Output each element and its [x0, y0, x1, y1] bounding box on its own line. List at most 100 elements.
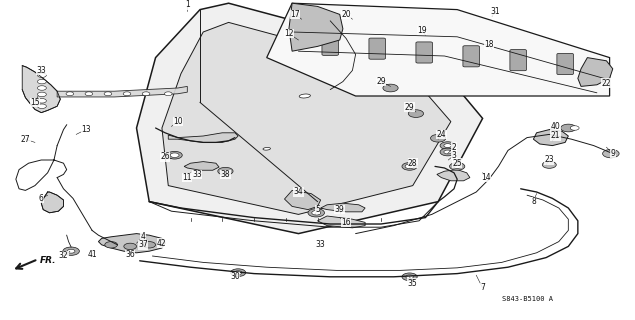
- Text: 15: 15: [30, 98, 40, 107]
- Text: 9: 9: [610, 149, 615, 158]
- Polygon shape: [578, 58, 613, 86]
- Text: 41: 41: [87, 250, 97, 259]
- Text: 12: 12: [284, 29, 293, 38]
- Text: 39: 39: [335, 205, 345, 214]
- Circle shape: [164, 92, 172, 96]
- Text: 13: 13: [81, 125, 91, 134]
- Circle shape: [234, 271, 242, 275]
- Polygon shape: [41, 192, 64, 213]
- Circle shape: [143, 242, 156, 248]
- Circle shape: [124, 243, 137, 250]
- Circle shape: [402, 273, 417, 281]
- Circle shape: [37, 86, 46, 90]
- Circle shape: [37, 92, 46, 97]
- Circle shape: [85, 92, 93, 96]
- Circle shape: [66, 92, 74, 96]
- Text: 29: 29: [376, 77, 386, 86]
- Circle shape: [105, 242, 117, 248]
- Text: FR.: FR.: [40, 256, 57, 265]
- Text: 8: 8: [531, 197, 536, 206]
- Text: 32: 32: [58, 252, 69, 260]
- Polygon shape: [437, 170, 470, 181]
- Text: 5: 5: [315, 205, 320, 214]
- Polygon shape: [267, 3, 610, 96]
- Text: 36: 36: [125, 250, 135, 259]
- Ellipse shape: [263, 148, 271, 150]
- Text: 7: 7: [480, 284, 485, 292]
- Polygon shape: [289, 3, 343, 51]
- Polygon shape: [98, 234, 165, 253]
- Circle shape: [312, 211, 321, 215]
- Circle shape: [308, 209, 324, 217]
- Text: 4: 4: [140, 232, 145, 241]
- Circle shape: [431, 134, 446, 142]
- Text: 33: 33: [192, 170, 202, 179]
- Circle shape: [402, 163, 417, 170]
- Text: 18: 18: [485, 40, 493, 49]
- Text: 19: 19: [417, 26, 427, 35]
- Circle shape: [542, 161, 556, 168]
- Text: 11: 11: [183, 173, 192, 182]
- Text: 42: 42: [157, 239, 167, 248]
- Circle shape: [383, 84, 398, 92]
- Text: 33: 33: [36, 66, 46, 75]
- Polygon shape: [22, 66, 60, 113]
- Text: 20: 20: [341, 10, 351, 19]
- Text: 33: 33: [316, 240, 326, 249]
- Circle shape: [450, 163, 465, 170]
- Circle shape: [408, 110, 424, 117]
- Polygon shape: [57, 86, 187, 97]
- Circle shape: [561, 124, 576, 132]
- Polygon shape: [162, 22, 451, 214]
- Circle shape: [218, 167, 233, 175]
- Text: 14: 14: [481, 173, 491, 182]
- Circle shape: [231, 269, 246, 276]
- Text: 29: 29: [404, 103, 415, 112]
- Text: 38: 38: [220, 170, 231, 179]
- Circle shape: [603, 149, 619, 158]
- Text: 21: 21: [551, 132, 560, 140]
- Circle shape: [37, 99, 46, 103]
- Text: 1: 1: [185, 0, 190, 9]
- Circle shape: [405, 164, 414, 169]
- Text: 27: 27: [20, 135, 30, 144]
- Text: 23: 23: [544, 156, 554, 164]
- Circle shape: [37, 104, 46, 108]
- FancyBboxPatch shape: [510, 50, 526, 71]
- Circle shape: [37, 73, 46, 77]
- Circle shape: [406, 275, 413, 279]
- Text: 40: 40: [551, 122, 561, 131]
- Circle shape: [37, 79, 46, 84]
- Polygon shape: [168, 133, 238, 142]
- Polygon shape: [321, 203, 365, 212]
- Circle shape: [123, 92, 131, 96]
- Circle shape: [444, 150, 451, 154]
- Circle shape: [104, 92, 112, 96]
- Text: 22: 22: [602, 79, 611, 88]
- Polygon shape: [184, 162, 219, 170]
- Ellipse shape: [299, 94, 311, 98]
- Circle shape: [167, 151, 182, 159]
- Circle shape: [67, 249, 75, 253]
- Polygon shape: [318, 216, 365, 228]
- Circle shape: [444, 144, 451, 148]
- Text: 25: 25: [452, 159, 462, 168]
- Polygon shape: [284, 190, 321, 210]
- Circle shape: [63, 247, 79, 255]
- Circle shape: [570, 126, 579, 130]
- Text: 34: 34: [293, 188, 304, 196]
- Circle shape: [142, 92, 150, 96]
- Polygon shape: [137, 3, 483, 234]
- FancyBboxPatch shape: [416, 42, 432, 63]
- Text: 2: 2: [451, 143, 457, 152]
- Circle shape: [440, 148, 455, 156]
- FancyBboxPatch shape: [463, 46, 479, 67]
- Text: 28: 28: [408, 159, 417, 168]
- Text: 3: 3: [451, 151, 457, 160]
- Text: 10: 10: [173, 117, 183, 126]
- Circle shape: [440, 142, 455, 149]
- Text: 30: 30: [230, 272, 240, 281]
- Circle shape: [170, 153, 179, 157]
- Text: 24: 24: [436, 130, 446, 139]
- Text: 17: 17: [290, 10, 300, 19]
